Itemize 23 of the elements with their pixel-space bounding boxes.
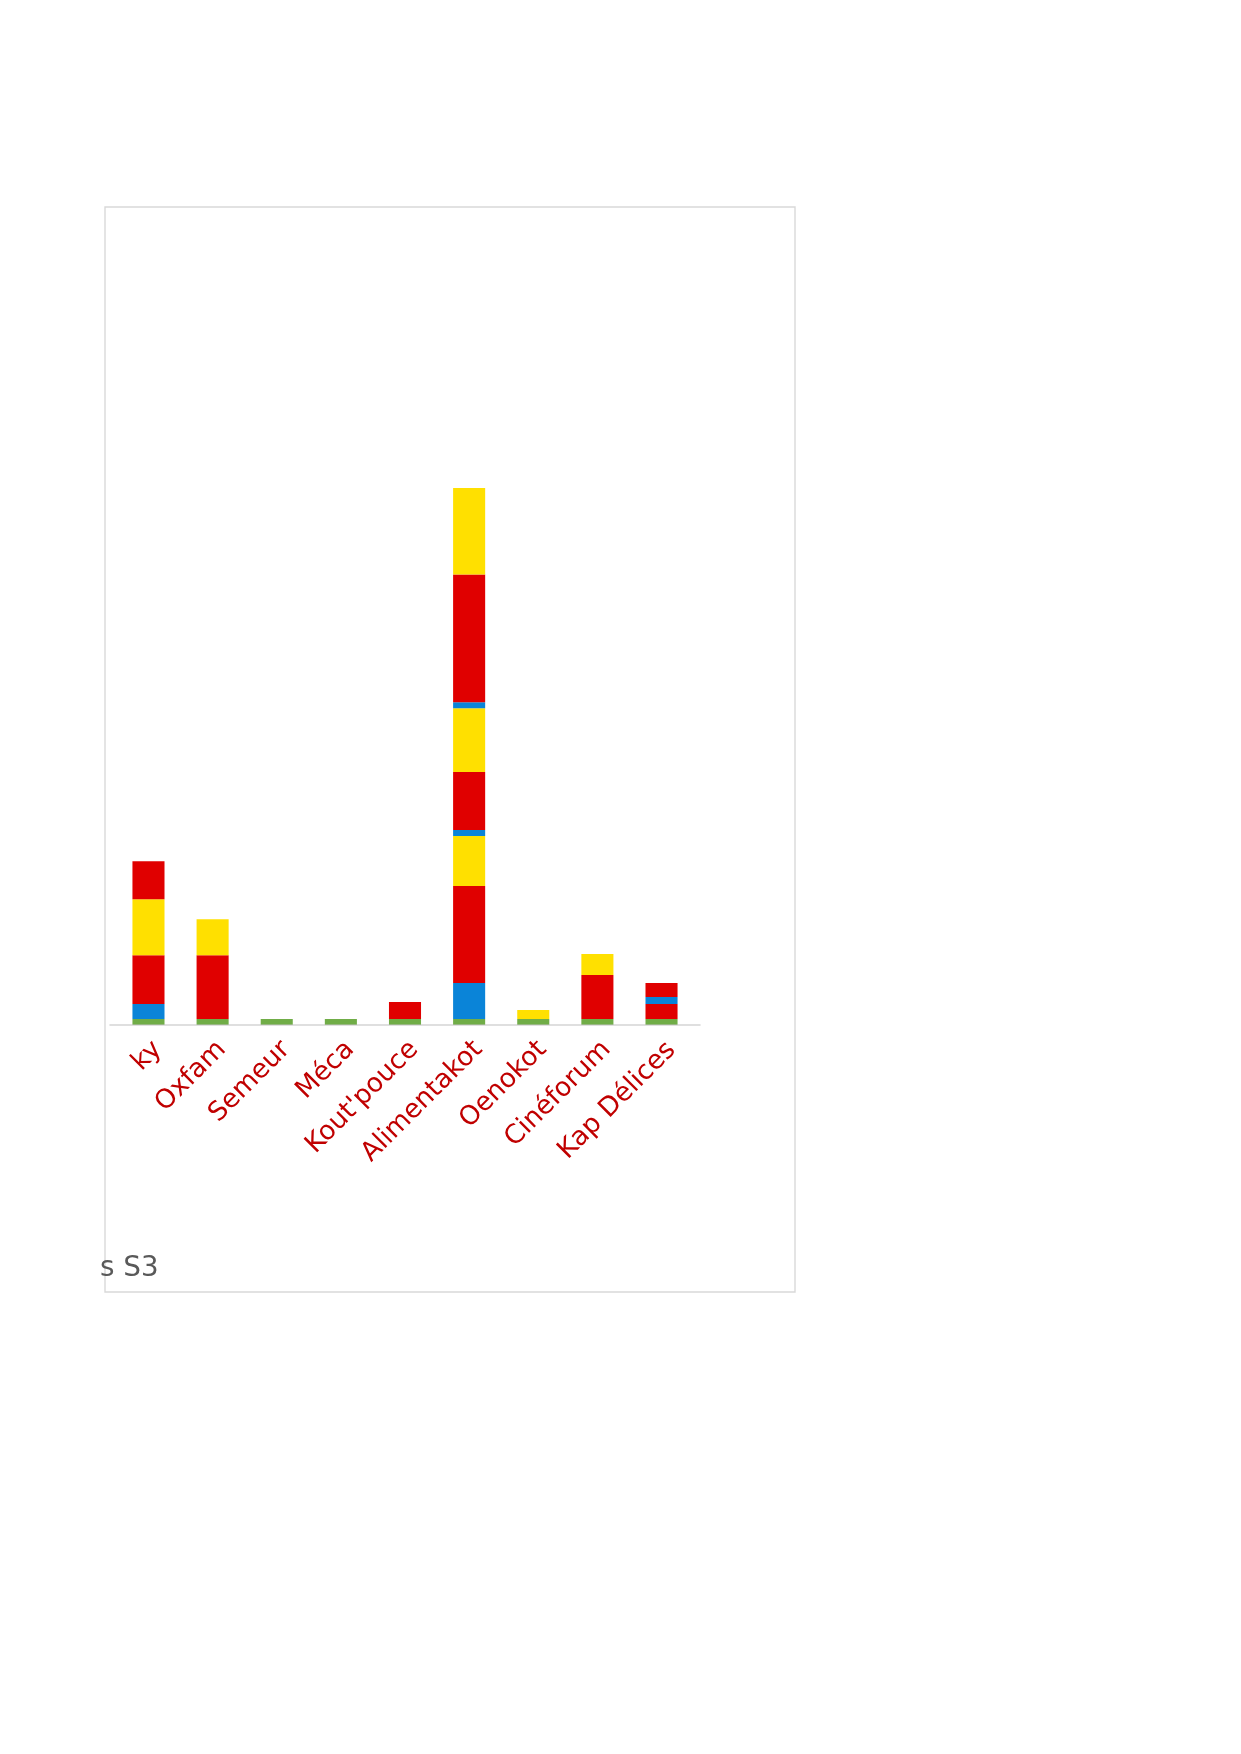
bar — [388, 1001, 422, 1020]
bar — [132, 955, 165, 1005]
bar — [453, 772, 486, 831]
bar — [581, 954, 614, 976]
bar — [132, 1004, 165, 1020]
bar — [645, 997, 678, 1005]
bar — [453, 885, 486, 984]
bar — [453, 830, 486, 836]
bar — [581, 975, 614, 1020]
bar — [453, 574, 486, 703]
bar — [132, 899, 165, 956]
text: s S3 — [101, 1255, 157, 1277]
bar — [453, 835, 486, 886]
bar — [453, 708, 486, 773]
bar — [453, 983, 486, 1020]
bar — [132, 861, 165, 900]
bar — [196, 955, 229, 1020]
bar — [645, 983, 678, 998]
bar — [453, 487, 486, 575]
bar — [517, 1009, 550, 1020]
bar — [196, 919, 229, 956]
bar — [645, 1004, 678, 1020]
bar — [453, 702, 486, 709]
